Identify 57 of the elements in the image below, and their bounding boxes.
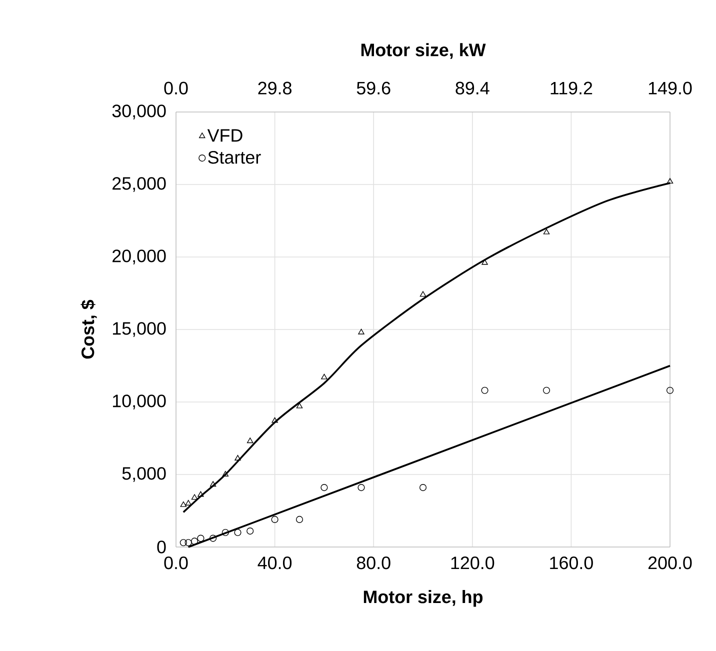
- x2-tick-label: 89.4: [456, 82, 490, 94]
- x2-tick-label: 29.8: [258, 82, 292, 94]
- y-axis-title: Cost, $: [80, 300, 97, 359]
- y-tick-label: 5,000: [122, 467, 166, 482]
- point: [481, 386, 488, 394]
- x-tick-label: 40.0: [258, 556, 292, 570]
- point: [320, 484, 328, 492]
- x2-axis-title: Motor size, kW: [361, 43, 486, 59]
- point: [420, 291, 426, 297]
- point: [198, 491, 204, 497]
- point: [666, 386, 674, 394]
- point: [419, 484, 427, 492]
- x2-tick-label: 0.0: [164, 82, 188, 94]
- x2-tick-label: 119.2: [550, 82, 592, 94]
- point: [184, 539, 192, 546]
- x-tick-label: 200.0: [648, 556, 692, 570]
- point: [666, 178, 674, 184]
- point: [296, 516, 304, 523]
- y-tick-label: 10,000: [112, 394, 166, 410]
- point: [222, 470, 229, 476]
- point: [358, 328, 364, 334]
- x-tick-label: 160.0: [550, 556, 593, 570]
- point: [210, 534, 217, 542]
- point: [321, 374, 328, 380]
- point: [190, 538, 198, 545]
- point: [246, 438, 254, 444]
- point: [296, 402, 303, 408]
- y-tick-label: 15,000: [112, 322, 166, 337]
- x2-tick-label: 59.6: [356, 82, 390, 94]
- y-tick-label: 25,000: [112, 177, 166, 192]
- x2-tick-label: 149.0: [648, 82, 692, 94]
- x-axis-title: Motor size, hp: [364, 590, 483, 607]
- point: [543, 228, 550, 234]
- legend-label: VFD: [207, 129, 242, 142]
- point: [234, 528, 242, 536]
- point: [542, 386, 550, 394]
- x-tick-label: 80.0: [356, 556, 390, 570]
- legend-label: Starter: [208, 151, 261, 164]
- y-tick-label: 0: [157, 540, 166, 554]
- point: [180, 501, 187, 507]
- point: [271, 516, 278, 523]
- point: [272, 417, 278, 423]
- point: [180, 539, 187, 546]
- y-tick-label: 20,000: [112, 250, 166, 264]
- y-tick-label: 30,000: [112, 104, 166, 120]
- point: [191, 494, 198, 500]
- point: [210, 481, 216, 487]
- point: [222, 528, 229, 536]
- x-tick-label: 120.0: [451, 556, 494, 570]
- point: [246, 528, 254, 535]
- point: [234, 455, 241, 460]
- x-tick-label: 0.0: [164, 556, 188, 570]
- point: [358, 484, 365, 492]
- point: [197, 534, 204, 542]
- point: [185, 500, 192, 506]
- point: [482, 259, 488, 265]
- line-series: [182, 182, 671, 514]
